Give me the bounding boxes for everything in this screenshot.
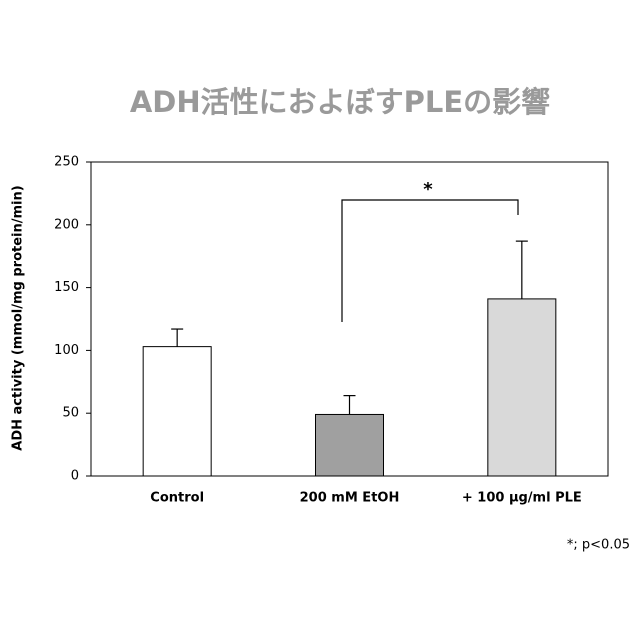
y-tick-label: 0 <box>71 469 79 484</box>
y-tick-label: 100 <box>54 343 79 358</box>
chart-title: ADH活性におよぼすPLEの影響 <box>130 85 550 119</box>
y-tick-label: 50 <box>62 406 79 421</box>
significance-mark: * <box>423 179 433 200</box>
x-tick-label: 200 mM EtOH <box>300 491 400 506</box>
bar <box>143 347 211 476</box>
x-tick-label: Control <box>150 491 204 506</box>
y-tick-label: 150 <box>54 280 79 295</box>
footnote: *; p<0.05 <box>567 538 630 553</box>
bar <box>488 299 556 476</box>
bar <box>316 414 384 476</box>
y-tick-label: 250 <box>54 155 79 170</box>
y-tick-label: 200 <box>54 217 79 232</box>
x-tick-label: + 100 µg/ml PLE <box>462 491 582 506</box>
chart: ADH活性におよぼすPLEの影響 ADH activity (mmol/mg p… <box>0 0 640 640</box>
y-axis-label: ADH activity (mmol/mg protein/min) <box>11 185 26 450</box>
